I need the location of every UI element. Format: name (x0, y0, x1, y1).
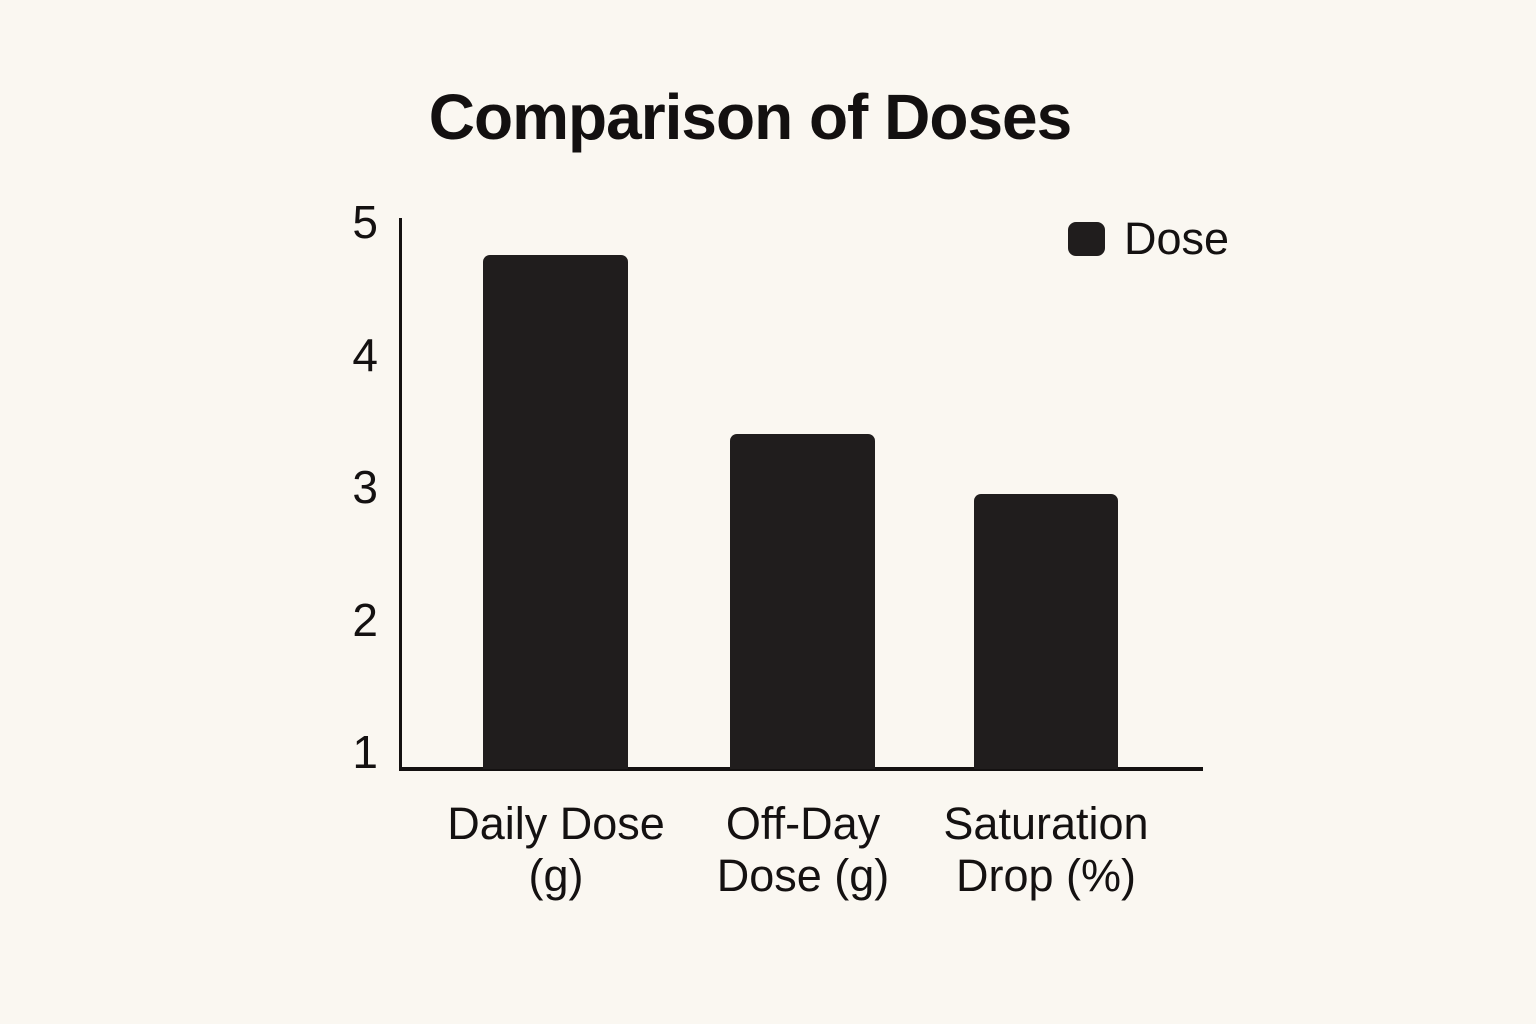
legend-label: Dose (1124, 213, 1230, 264)
y-tick-label: 1 (352, 726, 378, 778)
bar-saturation-drop-pct (974, 494, 1118, 769)
plot-area (399, 218, 1203, 771)
y-tick-label: 3 (352, 461, 378, 513)
chart-title: Comparison of Doses (428, 81, 1072, 153)
y-tick-label: 2 (352, 594, 378, 646)
y-tick-label: 4 (352, 329, 378, 381)
y-tick-label: 5 (352, 196, 378, 248)
bar-off-day-dose-g (730, 434, 875, 769)
x-axis-label: Off-Day Dose (g) (716, 798, 890, 901)
x-axis-label: Saturation Drop (%) (943, 798, 1149, 901)
bar-daily-dose-g (483, 255, 628, 769)
legend-swatch-dose-icon (1068, 222, 1105, 256)
x-axis-label: Daily Dose (g) (447, 798, 665, 901)
